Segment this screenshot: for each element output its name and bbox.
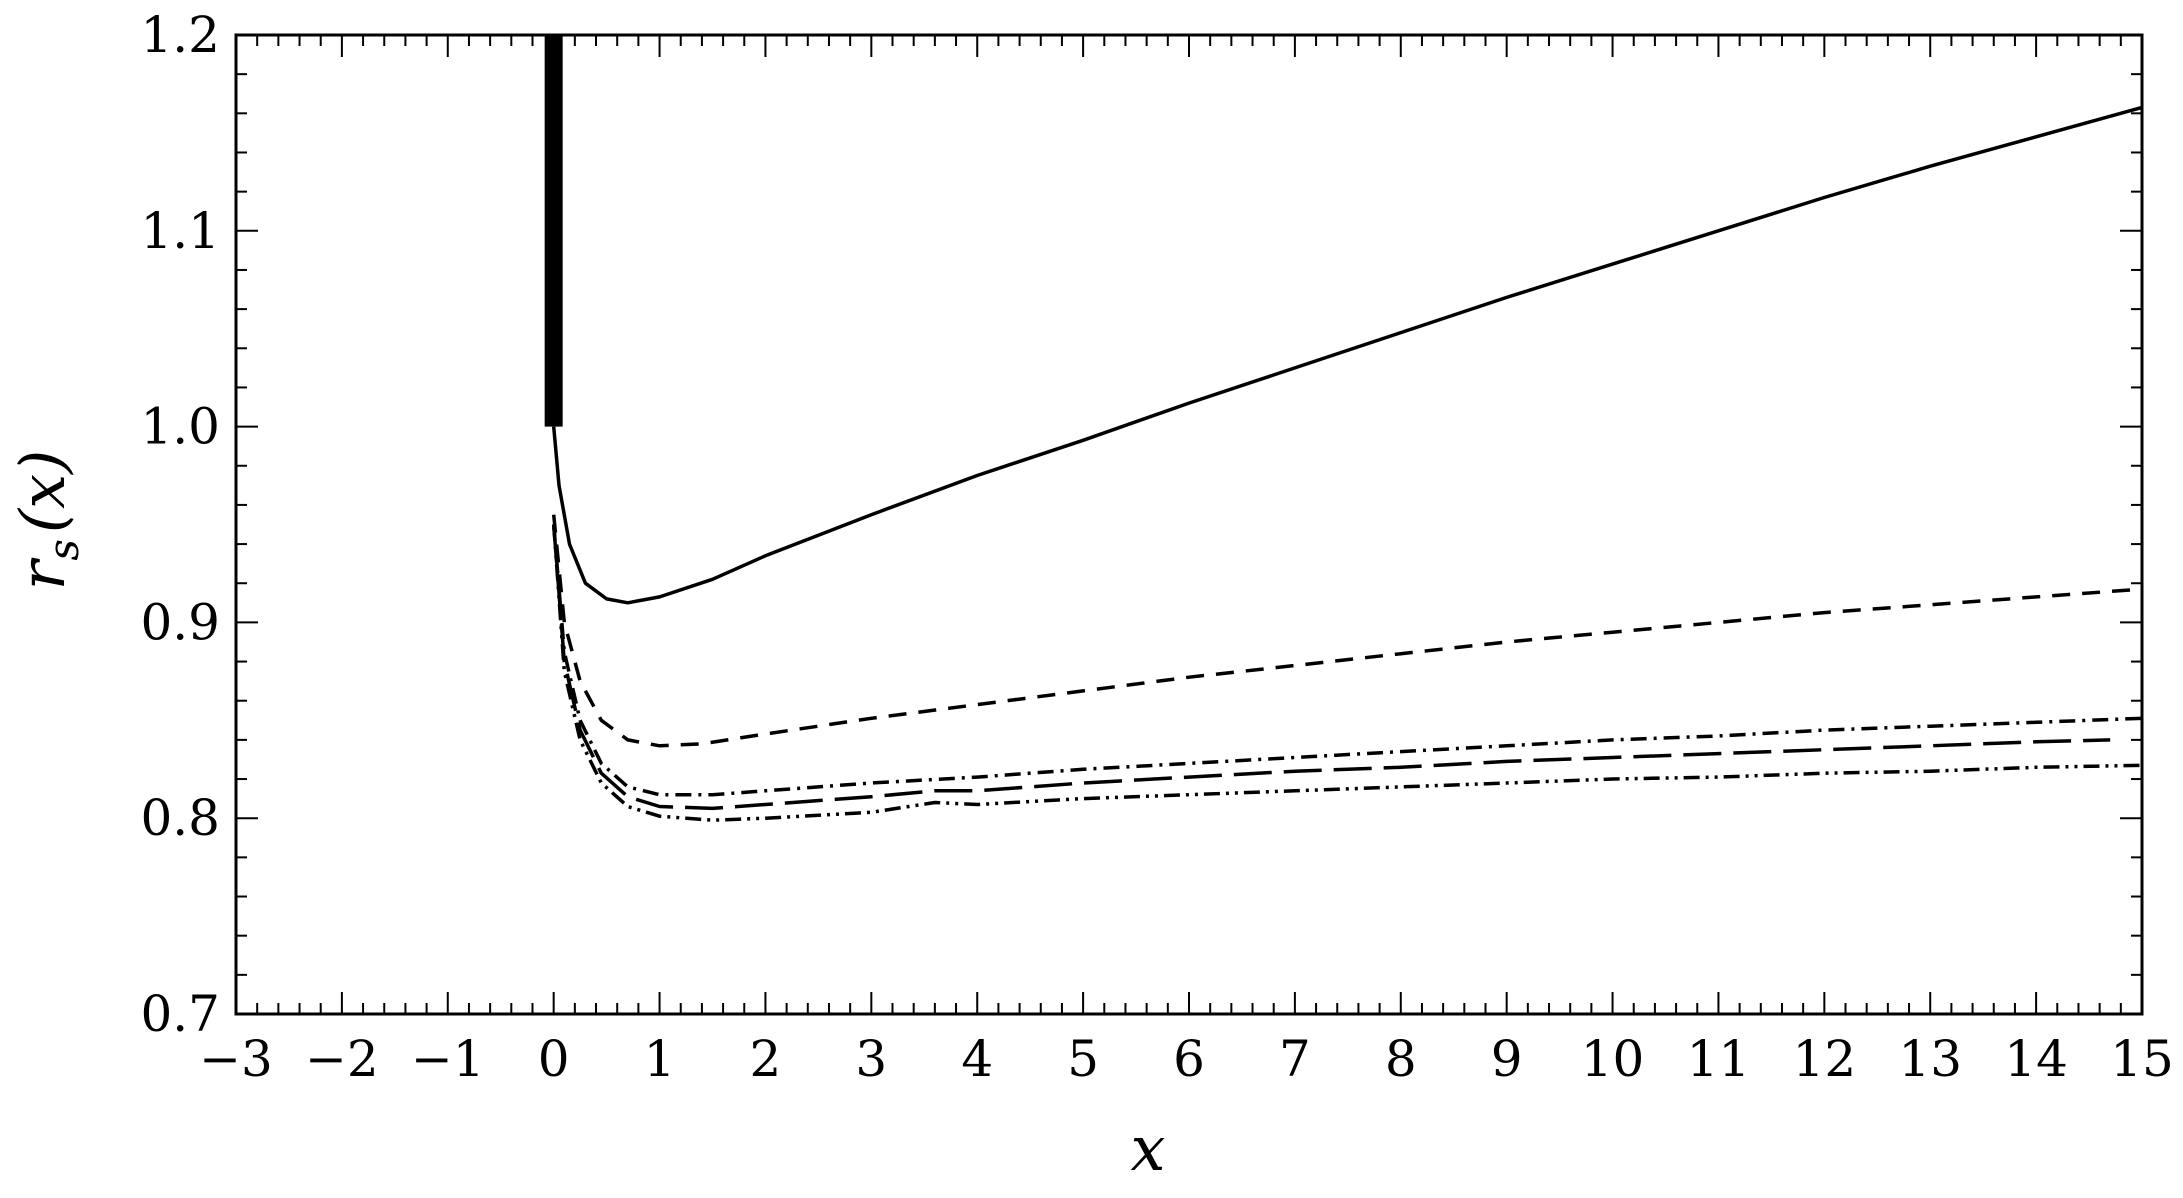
- x-tick-label: 15: [2110, 1030, 2174, 1088]
- x-tick-label: 8: [1385, 1030, 1417, 1088]
- y-tick-label: 0.9: [140, 593, 220, 651]
- x-tick-label: −3: [199, 1030, 273, 1088]
- x-tick-label: 3: [855, 1030, 887, 1088]
- series-line-longdash: [551, 524, 2111, 811]
- x-tick-label: 11: [1687, 1030, 1751, 1088]
- series-group: [551, 105, 2143, 822]
- x-tick-label: 4: [961, 1030, 993, 1088]
- x-tick-label: 2: [750, 1030, 782, 1088]
- x-axis-ticks: [235, 35, 2143, 1014]
- x-tick-label: −1: [411, 1030, 485, 1088]
- y-axis-title: rs (x): [6, 450, 88, 591]
- y-axis-title-main: r: [6, 557, 79, 590]
- x-tick-label: 7: [1279, 1030, 1311, 1088]
- y-axis-title-arg: (x): [6, 450, 79, 533]
- x-tick-label: 12: [1793, 1030, 1857, 1088]
- x-tick-label: 5: [1067, 1030, 1099, 1088]
- x-axis-title: x: [1131, 1112, 1166, 1185]
- x-tick-label: 0: [538, 1030, 570, 1088]
- series-line-dashdot: [551, 524, 2143, 797]
- y-axis-title-sub: s: [39, 539, 88, 561]
- y-tick-label: 0.7: [140, 985, 220, 1043]
- series-line-solid: [551, 105, 2143, 605]
- series-line-dashdotdot: [551, 524, 2143, 822]
- y-tick-label: 0.8: [140, 789, 220, 847]
- y-tick-labels: 0.7 0.8 0.9 1.0 1.1 1.2: [140, 6, 220, 1043]
- x-tick-label: 10: [1581, 1030, 1645, 1088]
- y-axis-ticks: [236, 34, 2142, 1015]
- vertical-bar-at-zero: [544, 35, 563, 427]
- x-tick-label: 13: [1898, 1030, 1962, 1088]
- x-tick-label: 6: [1173, 1030, 1205, 1088]
- y-tick-label: 1.1: [140, 202, 220, 260]
- y-tick-label: 1.0: [140, 398, 220, 456]
- x-tick-label: 14: [2004, 1030, 2068, 1088]
- x-tick-labels: −3 −2 −1 0 1 2 3 4 5 6 7 8 9 10 11 12 13 14 15: [199, 1030, 2174, 1088]
- y-tick-label: 1.2: [140, 6, 220, 64]
- x-tick-label: 9: [1491, 1030, 1523, 1088]
- plot-frame: [234, 33, 2144, 1016]
- x-tick-label: 1: [644, 1030, 676, 1088]
- x-tick-label: −2: [305, 1030, 379, 1088]
- series-line-dashed: [551, 514, 2143, 748]
